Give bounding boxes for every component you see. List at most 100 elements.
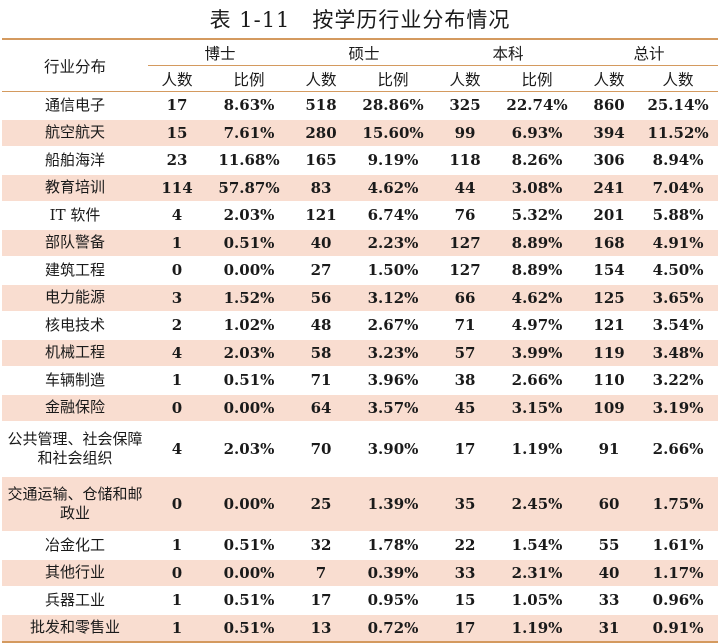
value-cell: 3.90% xyxy=(350,421,437,477)
value-cell: 1 xyxy=(148,586,206,615)
table-row: 教育培训 114 57.87% 83 4.62% 44 3.08% 241 7.04% xyxy=(2,174,719,202)
value-cell: 3.96% xyxy=(350,366,437,395)
value-cell: 1.75% xyxy=(638,476,719,532)
value-cell: 4 xyxy=(148,339,206,367)
value-cell: 71 xyxy=(436,311,495,340)
value-cell: 280 xyxy=(292,119,351,147)
table-row: 金融保险 0 0.00% 64 3.57% 45 3.15% 109 3.19% xyxy=(2,394,719,422)
subheader-cell: 比例 xyxy=(494,65,581,92)
value-cell: 860 xyxy=(580,91,639,120)
value-cell: 1.19% xyxy=(494,614,581,643)
value-cell: 27 xyxy=(292,256,351,285)
industry-cell: 兵器工业 xyxy=(2,586,148,615)
value-cell: 1 xyxy=(148,229,206,257)
value-cell: 5.32% xyxy=(494,201,581,230)
value-cell: 2.67% xyxy=(350,311,437,340)
value-cell: 71 xyxy=(292,366,351,395)
industry-distribution-table: 行业分布 博士 硕士 本科 总计 人数 比例 人数 比例 人数 比例 人数 人数… xyxy=(2,38,719,643)
value-cell: 3.08% xyxy=(494,174,581,202)
value-cell: 2.03% xyxy=(206,339,293,367)
value-cell: 3.12% xyxy=(350,284,437,312)
value-cell: 1.61% xyxy=(638,531,719,560)
value-cell: 394 xyxy=(580,119,639,147)
value-cell: 76 xyxy=(436,201,495,230)
industry-cell: 建筑工程 xyxy=(2,256,148,285)
subheader-cell: 比例 xyxy=(350,65,437,92)
value-cell: 110 xyxy=(580,366,639,395)
industry-cell: 船舶海洋 xyxy=(2,146,148,175)
value-cell: 17 xyxy=(292,586,351,615)
value-cell: 15 xyxy=(436,586,495,615)
value-cell: 0 xyxy=(148,256,206,285)
value-cell: 3.15% xyxy=(494,394,581,422)
value-cell: 241 xyxy=(580,174,639,202)
value-cell: 7.61% xyxy=(206,119,293,147)
value-cell: 32 xyxy=(292,531,351,560)
industry-cell: 批发和零售业 xyxy=(2,614,148,643)
value-cell: 7 xyxy=(292,559,351,587)
value-cell: 1 xyxy=(148,531,206,560)
value-cell: 58 xyxy=(292,339,351,367)
value-cell: 64 xyxy=(292,394,351,422)
industry-cell: 教育培训 xyxy=(2,174,148,202)
value-cell: 1.50% xyxy=(350,256,437,285)
value-cell: 127 xyxy=(436,256,495,285)
value-cell: 2.31% xyxy=(494,559,581,587)
value-cell: 15 xyxy=(148,119,206,147)
value-cell: 5.88% xyxy=(638,201,719,230)
value-cell: 9.19% xyxy=(350,146,437,175)
group-header-bachelor: 本科 xyxy=(436,38,581,66)
value-cell: 17 xyxy=(436,421,495,477)
industry-cell: IT 软件 xyxy=(2,201,148,230)
value-cell: 40 xyxy=(580,559,639,587)
value-cell: 2.66% xyxy=(638,421,719,477)
row-header-industry: 行业分布 xyxy=(2,38,148,92)
value-cell: 121 xyxy=(580,311,639,340)
value-cell: 2.03% xyxy=(206,201,293,230)
table-row: 建筑工程 0 0.00% 27 1.50% 127 8.89% 154 4.50% xyxy=(2,256,719,285)
value-cell: 25 xyxy=(292,476,351,532)
table-row: 电力能源 3 1.52% 56 3.12% 66 4.62% 125 3.65% xyxy=(2,284,719,312)
value-cell: 0.00% xyxy=(206,476,293,532)
group-header-phd: 博士 xyxy=(148,38,293,66)
industry-cell: 公共管理、社会保障和社会组织 xyxy=(2,421,148,477)
subheader-cell: 人数 xyxy=(580,65,639,92)
value-cell: 0 xyxy=(148,559,206,587)
value-cell: 0.00% xyxy=(206,559,293,587)
value-cell: 518 xyxy=(292,91,351,120)
value-cell: 0.00% xyxy=(206,256,293,285)
value-cell: 4 xyxy=(148,421,206,477)
subheader-cell: 人数 xyxy=(148,65,206,92)
table-row: IT 软件 4 2.03% 121 6.74% 76 5.32% 201 5.88% xyxy=(2,201,719,230)
value-cell: 1 xyxy=(148,366,206,395)
value-cell: 11.68% xyxy=(206,146,293,175)
value-cell: 165 xyxy=(292,146,351,175)
industry-cell: 通信电子 xyxy=(2,91,148,120)
value-cell: 11.52% xyxy=(638,119,719,147)
value-cell: 127 xyxy=(436,229,495,257)
value-cell: 3.65% xyxy=(638,284,719,312)
value-cell: 125 xyxy=(580,284,639,312)
value-cell: 201 xyxy=(580,201,639,230)
table-row: 核电技术 2 1.02% 48 2.67% 71 4.97% 121 3.54% xyxy=(2,311,719,340)
table-row: 车辆制造 1 0.51% 71 3.96% 38 2.66% 110 3.22% xyxy=(2,366,719,395)
value-cell: 306 xyxy=(580,146,639,175)
table-row: 兵器工业 1 0.51% 17 0.95% 15 1.05% 33 0.96% xyxy=(2,586,719,615)
value-cell: 2.03% xyxy=(206,421,293,477)
value-cell: 4.91% xyxy=(638,229,719,257)
value-cell: 1.78% xyxy=(350,531,437,560)
value-cell: 0.51% xyxy=(206,531,293,560)
table-row: 船舶海洋 23 11.68% 165 9.19% 118 8.26% 306 8.94% xyxy=(2,146,719,175)
value-cell: 15.60% xyxy=(350,119,437,147)
value-cell: 91 xyxy=(580,421,639,477)
value-cell: 6.93% xyxy=(494,119,581,147)
table-row: 机械工程 4 2.03% 58 3.23% 57 3.99% 119 3.48% xyxy=(2,339,719,367)
value-cell: 66 xyxy=(436,284,495,312)
value-cell: 1 xyxy=(148,614,206,643)
industry-cell: 电力能源 xyxy=(2,284,148,312)
value-cell: 2.23% xyxy=(350,229,437,257)
value-cell: 1.19% xyxy=(494,421,581,477)
value-cell: 4.50% xyxy=(638,256,719,285)
subheader-cell: 人数 xyxy=(436,65,495,92)
value-cell: 154 xyxy=(580,256,639,285)
